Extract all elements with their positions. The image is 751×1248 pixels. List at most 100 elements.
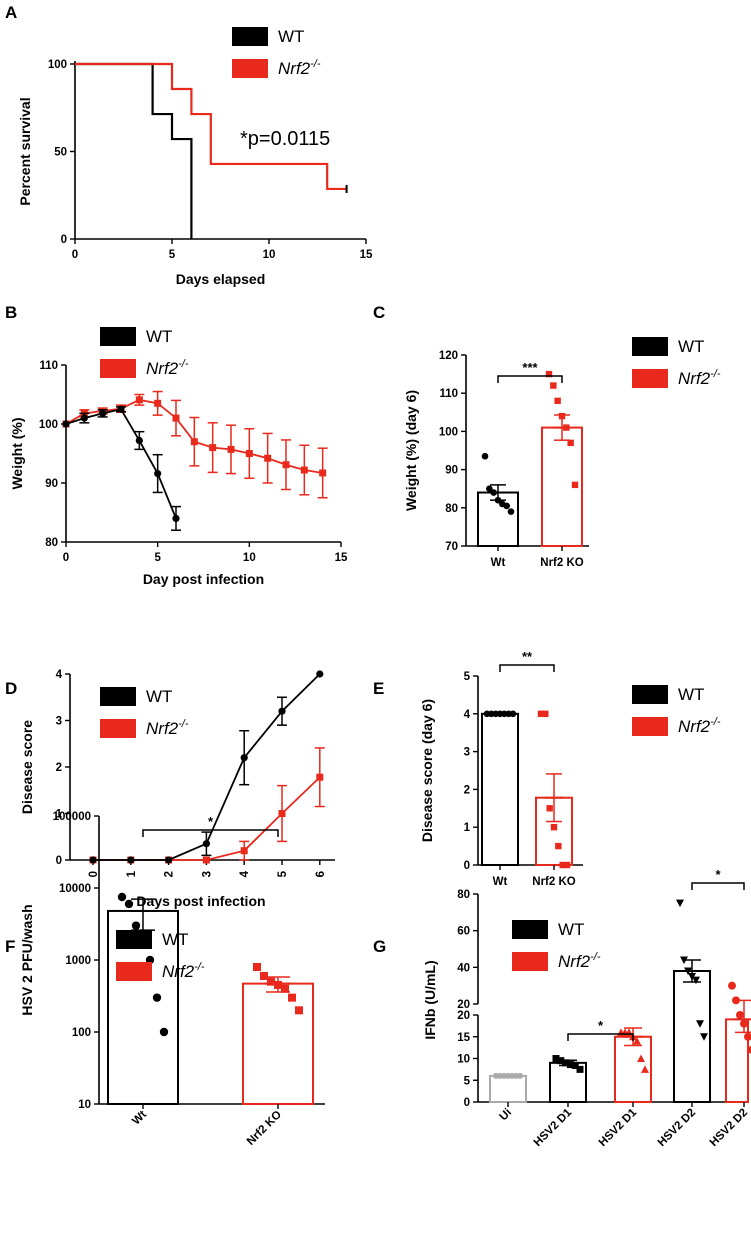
panel-b-point-wt: [62, 420, 70, 428]
panel-b-x-tick-label: 10: [243, 552, 256, 564]
panel-a-legend-swatch-ko: [232, 59, 268, 78]
panel-d-point-wt: [89, 856, 97, 864]
panel-a-x-tick-label: 0: [72, 249, 78, 261]
panel-f-y-tick-label: 100: [72, 1027, 91, 1039]
panel-f-y-tick-label: 100000: [53, 811, 91, 823]
panel-g-legend-swatch-wt: [512, 920, 548, 939]
panel-g-point-d1-ko: [641, 1065, 649, 1073]
panel-a-y-tick-label: 0: [61, 234, 67, 246]
panel-g-point-d2-ko: [748, 1045, 751, 1054]
panel-d-x-tick-label: 6: [315, 871, 327, 877]
panel-d-legend-label-wt: WT: [146, 687, 172, 706]
panel-g-legend-swatch-ko: [512, 952, 548, 971]
panel-f-point-wt: [152, 993, 162, 1002]
panel-g-bar-ui: [489, 1074, 527, 1104]
panel-d-point-ko: [202, 856, 210, 864]
panel-g-point-d2-wt: [688, 973, 696, 981]
panel-d-x-tick-label: 2: [164, 871, 176, 877]
panel-a-legend-label-wt: WT: [278, 27, 304, 46]
panel-b-point-ko: [245, 450, 253, 457]
panel-g-point-d2-wt: [684, 967, 692, 975]
panel-a-legend-label-ko: Nrf2-/-: [278, 58, 321, 78]
panel-b-legend-label-ko-superscript: -/-: [178, 358, 189, 370]
panel-a: A 0 50 100 0 5 10 15 Percent survival Days elapse…: [5, 3, 373, 287]
panel-g-point-d1-wt: [571, 1061, 579, 1069]
panel-d-point-wt: [278, 707, 286, 715]
panel-b-y-axis-label: Weight (%): [9, 417, 25, 489]
panel-c-y-tick-label: 110: [439, 388, 458, 400]
panel-g-x-tick-label: Ui: [498, 1107, 515, 1124]
panel-b-point-wt: [135, 436, 143, 445]
panel-b-legend-swatch-wt: [100, 327, 136, 346]
panel-g-point-d1-ko: [637, 1054, 645, 1062]
panel-d-point-wt: [165, 856, 173, 864]
panel-f-bar-ko: [242, 982, 314, 1105]
panel-g-d1-significance-label: *: [598, 1018, 604, 1033]
panel-g-legend-label-wt: WT: [558, 920, 584, 939]
panel-d-legend-swatch-wt: [100, 687, 136, 706]
panel-g-lower-y-tick-label: 0: [464, 1097, 470, 1109]
panel-a-x-tick-label: 5: [169, 249, 176, 261]
panel-f-significance-label: *: [208, 814, 214, 829]
panel-d-y-tick-label: 4: [56, 669, 63, 681]
panel-f-label: F: [5, 937, 15, 956]
panel-f-significance-bracket: [142, 829, 279, 837]
panel-e-legend-swatch-ko: [632, 717, 668, 736]
panel-f-y-tick-label: 1000: [65, 955, 91, 967]
panel-g-upper-y-tick-label: 60: [457, 926, 470, 938]
panel-g-lower-y-tick-label: 20: [457, 1010, 470, 1022]
panel-g-point-d2-ko: [732, 996, 740, 1005]
panel-b-y-tick-label: 100: [39, 419, 58, 431]
panel-f-point-ko: [288, 993, 296, 1002]
panel-g-point-d1-wt: [566, 1061, 574, 1069]
panel-c-point-ko: [550, 382, 557, 389]
panel-g-label: G: [373, 937, 386, 956]
panel-g-lower-y-tick-label: 10: [457, 1054, 470, 1066]
panel-g-x-tick-label: HSV2 D1: [597, 1106, 640, 1149]
panel-g-point-d2-wt: [700, 1033, 708, 1041]
panel-c-legend-label-ko: Nrf2-/-: [678, 368, 721, 388]
panel-g-point-d1-wt: [562, 1059, 570, 1067]
panel-b-point-ko: [135, 396, 143, 404]
panel-b-y-tick-label: 80: [45, 537, 58, 549]
panel-b-point-ko: [300, 466, 308, 474]
panel-g-legend-label-ko-superscript: -/-: [590, 951, 601, 963]
panel-b-x-tick-label: 5: [154, 552, 161, 564]
panel-g-d2-significance-bracket: [691, 882, 745, 890]
panel-b-x-tick-label: 15: [335, 552, 348, 564]
panel-b-legend-label-wt: WT: [146, 327, 172, 346]
panel-f-point-ko: [281, 984, 289, 993]
panel-b-legend-label-ko: Nrf2-/-: [146, 358, 189, 378]
panel-c-legend-label-wt: WT: [678, 337, 704, 356]
panel-a-p-value-annotation: *p=0.0115: [240, 128, 330, 150]
panel-f-x-tick-label: Nrf2 KO: [245, 1109, 284, 1148]
panel-d-legend-label-ko: Nrf2-/-: [146, 718, 189, 738]
panel-g-point-d2-wt: [692, 976, 700, 985]
panel-e-legend-label-ko-superscript: -/-: [710, 716, 721, 728]
panel-d-y-tick-label: 3: [56, 716, 62, 728]
panel-d-x-tick-label: 4: [239, 870, 251, 877]
panel-e-y-tick-label: 5: [464, 671, 471, 683]
panel-g-point-d1-wt: [552, 1055, 560, 1062]
panel-d-x-tick-label: 3: [201, 871, 213, 877]
panel-c-y-tick-label: 70: [445, 541, 458, 553]
panel-c-point-ko: [563, 424, 570, 431]
panel-e-x-tick-label: Wt: [493, 876, 508, 888]
panel-f-point-wt: [131, 921, 141, 930]
panel-g-d1-significance-bracket: [567, 1033, 634, 1041]
panel-e-legend-label-ko: Nrf2-/-: [678, 716, 721, 736]
panel-f-point-wt: [117, 892, 127, 902]
panel-c-x-tick-label: Wt: [491, 557, 506, 569]
panel-e-point-ko: [550, 824, 558, 831]
panel-b-series-line-wt: [65, 408, 177, 519]
panel-e-point-ko: [542, 710, 549, 717]
panel-e-significance-label: **: [522, 649, 533, 664]
panel-c: C 70 80 90 100 110 120 Weight (%) (day 6) Wt Nrf2…: [373, 303, 721, 569]
panel-a-y-axis-label: Percent survival: [17, 97, 33, 205]
panel-c-point-wt: [490, 489, 497, 496]
panel-d-x-tick-label: 0: [88, 871, 100, 877]
panel-b-point-wt: [117, 405, 125, 413]
panel-g-point-d2-ko: [740, 1019, 748, 1028]
